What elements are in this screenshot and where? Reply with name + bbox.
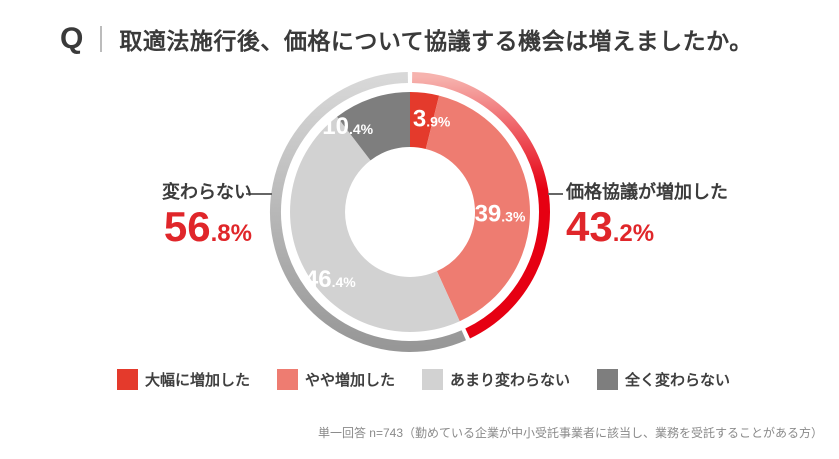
page-title: 取適法施行後、価格について協議する機会は増えましたか。 xyxy=(119,28,753,54)
legend-label: やや増加した xyxy=(305,372,396,389)
legend-swatch xyxy=(277,369,299,390)
donut-chart: 3.9% 39.3% 46.4% 10.4% xyxy=(269,72,550,352)
donut-segment xyxy=(290,116,460,332)
page-header: Q 取適法施行後、価格について協議する機会は増えましたか。 xyxy=(60,22,753,56)
callout-increased-label: 価格協議が増加した xyxy=(566,182,728,202)
callout-unchanged-value: 56.8% xyxy=(163,203,252,250)
legend-item: あまり変わらない xyxy=(422,369,570,390)
legend-swatch xyxy=(117,369,138,390)
outer-ring xyxy=(269,72,550,352)
donut-segments xyxy=(290,91,530,332)
segment-value-label: 39.3% xyxy=(475,201,526,228)
callout-unchanged: 変わらない 56.8% xyxy=(162,181,252,248)
legend-swatch xyxy=(422,369,444,390)
legend-label: 大幅に増加した xyxy=(145,372,251,389)
title-separator xyxy=(100,26,103,52)
callout-unchanged-label: 変わらない xyxy=(162,182,252,202)
outer-ring-arc xyxy=(269,72,466,352)
legend-swatch xyxy=(597,369,619,390)
segment-value-label: 10.4% xyxy=(322,113,373,140)
donut-segment xyxy=(337,92,412,162)
legend-item: 全く変わらない xyxy=(597,369,730,390)
segment-value-labels: 3.9% 39.3% 46.4% 10.4% xyxy=(305,106,526,293)
legend-label: あまり変わらない xyxy=(450,372,571,389)
survey-footnote: 単一回答 n=743（勤めている企業が中小受託事業者に該当し、業務を受託すること… xyxy=(317,426,823,440)
legend-item: やや増加した xyxy=(277,369,395,390)
donut-segment xyxy=(424,95,530,322)
question-mark-label: Q xyxy=(60,22,84,55)
segment-value-label: 3.9% xyxy=(413,106,451,133)
outer-ring-arc xyxy=(412,72,550,339)
callout-increased: 価格協議が増加した 43.2% xyxy=(566,181,728,248)
segment-value-label: 46.4% xyxy=(305,266,356,293)
donut-segment xyxy=(409,91,440,150)
callout-increased-value: 43.2% xyxy=(566,203,655,250)
leader-line-right xyxy=(548,193,563,195)
chart-legend: 大幅に増加した やや増加した あまり変わらない 全く変わらない xyxy=(117,369,730,390)
leader-line-left xyxy=(246,193,272,195)
legend-label: 全く変わらない xyxy=(625,372,731,389)
legend-item: 大幅に増加した xyxy=(117,369,250,390)
